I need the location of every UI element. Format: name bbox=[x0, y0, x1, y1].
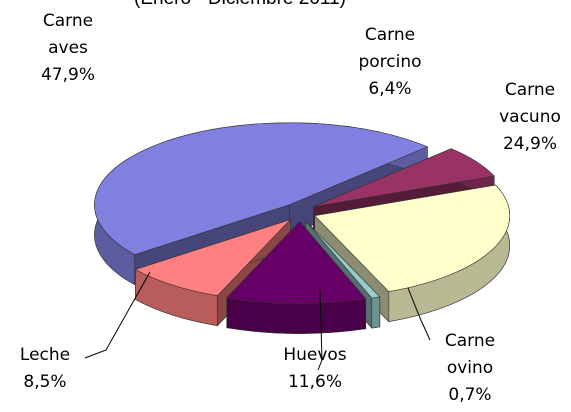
slice bbox=[305, 220, 381, 299]
leader-line bbox=[407, 287, 431, 341]
slice bbox=[134, 219, 291, 297]
slice-label: Carne aves bbox=[42, 11, 94, 58]
slice bbox=[226, 221, 367, 304]
value-label: 24,9% bbox=[502, 134, 557, 154]
slice-side bbox=[371, 296, 381, 329]
slice bbox=[314, 184, 510, 292]
value-label: 47,9% bbox=[40, 65, 95, 85]
slice bbox=[94, 122, 429, 255]
slice-label: Huevos bbox=[283, 345, 347, 365]
value-label: 0,7% bbox=[448, 385, 492, 405]
leader-line bbox=[84, 271, 151, 359]
leader-line bbox=[317, 289, 323, 371]
value-label: 6,4% bbox=[368, 79, 412, 99]
slice-label: Carne ovino bbox=[444, 331, 496, 378]
slice-label: Leche bbox=[19, 345, 71, 365]
slice-label: Carne vacuno bbox=[499, 80, 561, 127]
value-label: 11,6% bbox=[287, 372, 342, 392]
value-label: 8,5% bbox=[23, 372, 67, 392]
slice bbox=[313, 148, 495, 207]
slice-label: Carne porcino bbox=[358, 25, 422, 72]
chart-subtitle: (Enero - Diciembre 2011) bbox=[0, 0, 480, 10]
